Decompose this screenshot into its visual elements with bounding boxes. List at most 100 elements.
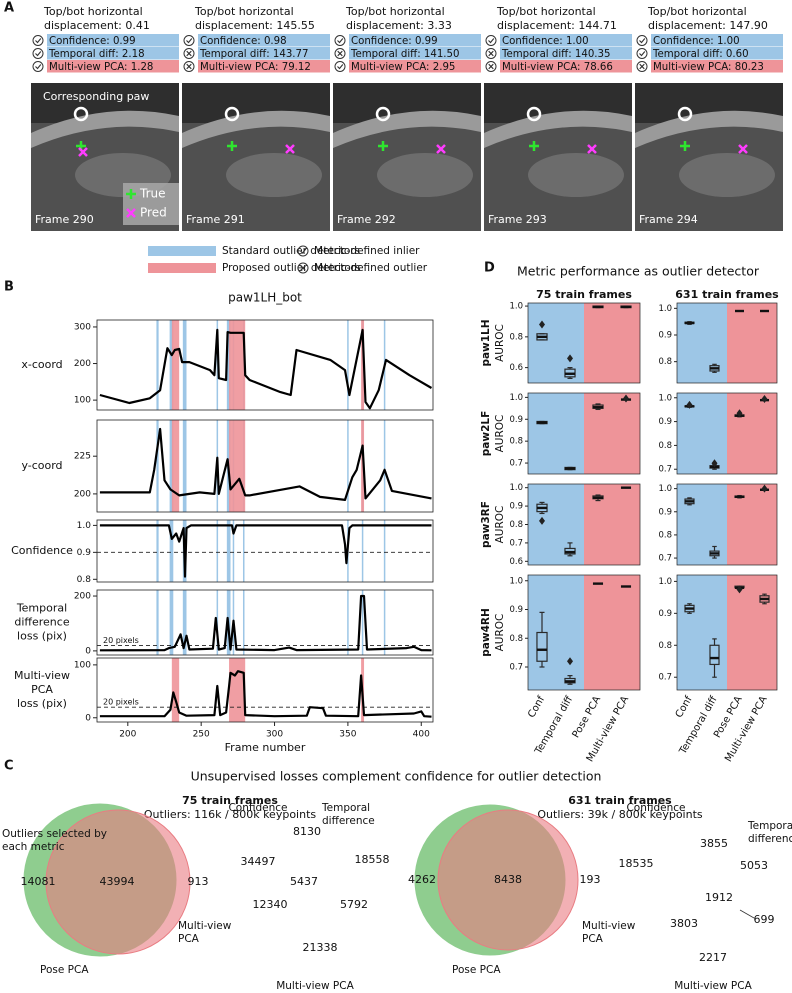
metric-background	[500, 47, 632, 60]
y-tick-label: 0.7	[658, 554, 672, 564]
outlier-icon	[183, 61, 195, 72]
metric-text: Temporal diff: 0.60	[652, 49, 749, 60]
venn-set-label: Temporal	[321, 802, 370, 814]
inlier-icon	[334, 61, 346, 72]
outlier-span	[182, 420, 187, 512]
box-plot	[734, 494, 745, 499]
video-frame	[182, 83, 330, 231]
box-plot	[620, 394, 632, 403]
y-tick-label: 0	[85, 646, 91, 656]
ledge	[31, 110, 179, 148]
box-plot	[592, 494, 604, 502]
icon-ring	[183, 61, 195, 72]
y-axis-label: Temporal	[16, 602, 67, 615]
x-tick-label: 300	[266, 730, 283, 740]
category-background	[556, 575, 584, 690]
frame-header: Top/bot horizontal	[43, 5, 143, 18]
panel-title: Unsupervised losses complement confidenc…	[191, 769, 602, 784]
box-plot	[620, 305, 632, 309]
frame-header: Top/bot horizontal	[647, 5, 747, 18]
legend-true	[126, 189, 136, 199]
metric-text: Multi-view PCA: 80.23	[653, 62, 764, 73]
outlier-span	[383, 590, 386, 655]
venn-count: 18558	[355, 853, 390, 866]
y-tick-label: 0.9	[658, 331, 672, 341]
venn-set-label: Pose PCA	[40, 964, 89, 976]
box-plot	[592, 403, 604, 411]
venn-set-label: Temporal	[747, 820, 792, 832]
metric-background	[651, 47, 783, 60]
outlier-span	[169, 520, 174, 582]
venn-count: 913	[188, 875, 209, 888]
inlier-icon	[32, 48, 44, 59]
icon-ring	[485, 61, 497, 72]
category-background	[752, 484, 777, 565]
data-line	[99, 594, 432, 652]
flier	[736, 585, 743, 594]
y-axis-label: PCA	[31, 683, 53, 696]
outlier-span	[347, 420, 349, 512]
venn-count: 3855	[700, 837, 728, 850]
box-plot	[734, 409, 745, 418]
legend-swatch	[148, 246, 216, 256]
category-background	[612, 575, 640, 690]
venn-count: 5437	[290, 875, 318, 888]
x-tick-label: 400	[413, 730, 430, 740]
frame-header: Top/bot horizontal	[345, 5, 445, 18]
y-tick-label: 0.7	[658, 673, 672, 683]
column-title: 631 train frames	[675, 288, 779, 301]
plot-frame	[96, 657, 434, 723]
y-tick-label: 225	[74, 452, 91, 462]
outlier-span	[171, 658, 180, 722]
outlier-span	[229, 420, 246, 512]
check	[337, 64, 344, 70]
venn-set-label: Multi-view PCA	[674, 980, 752, 992]
y-tick-label: 1.0	[658, 304, 672, 314]
metric-text: Confidence: 1.00	[502, 36, 589, 47]
paw-marker	[73, 106, 89, 122]
venn-set-label: Pose PCA	[452, 964, 501, 976]
video-frame	[484, 83, 632, 231]
inlier-icon	[297, 245, 309, 257]
pred-marker	[285, 144, 295, 154]
mouse-body	[528, 153, 624, 197]
metric-background	[47, 34, 179, 47]
true-marker	[378, 141, 388, 151]
inlier-icon	[485, 35, 497, 46]
box-plot	[759, 593, 770, 605]
box-plot	[684, 400, 695, 409]
true-marker	[680, 141, 690, 151]
data-line	[99, 670, 432, 718]
y-tick-label: 0.8	[658, 441, 672, 451]
y-tick-label: 200	[74, 489, 91, 499]
y-tick-label: 0.8	[77, 575, 92, 585]
y-tick-label: 1.0	[658, 577, 672, 587]
metric-text: Confidence: 0.99	[351, 36, 438, 47]
outlier-span	[171, 320, 180, 410]
venn-set-label: PCA	[582, 933, 604, 945]
outlier-icon	[485, 48, 497, 59]
frame-header: displacement: 3.33	[346, 19, 452, 32]
group-title: 75 train frames	[182, 794, 278, 807]
box	[709, 644, 720, 666]
flier	[623, 394, 629, 403]
outlier-span	[169, 590, 174, 655]
category-background	[677, 575, 702, 690]
category-background	[612, 303, 640, 383]
category-background	[677, 303, 702, 383]
icon-ring	[334, 48, 346, 59]
plot-frame	[676, 392, 778, 475]
metric-text: Multi-view PCA: 78.66	[502, 62, 613, 73]
y-axis-label: Confidence	[11, 544, 73, 557]
box-plot	[709, 638, 720, 678]
flier	[567, 657, 573, 666]
y-tick-label: 0.9	[509, 502, 523, 512]
metric-text: Confidence: 0.99	[49, 36, 136, 47]
group-subtitle: Outliers: 116k / 800k keypoints	[144, 808, 317, 821]
row-label: paw1LH	[480, 319, 492, 366]
icon-ring	[485, 35, 497, 46]
group-title: 631 train frames	[568, 794, 672, 807]
data-line	[99, 524, 432, 578]
ledge	[635, 110, 783, 148]
